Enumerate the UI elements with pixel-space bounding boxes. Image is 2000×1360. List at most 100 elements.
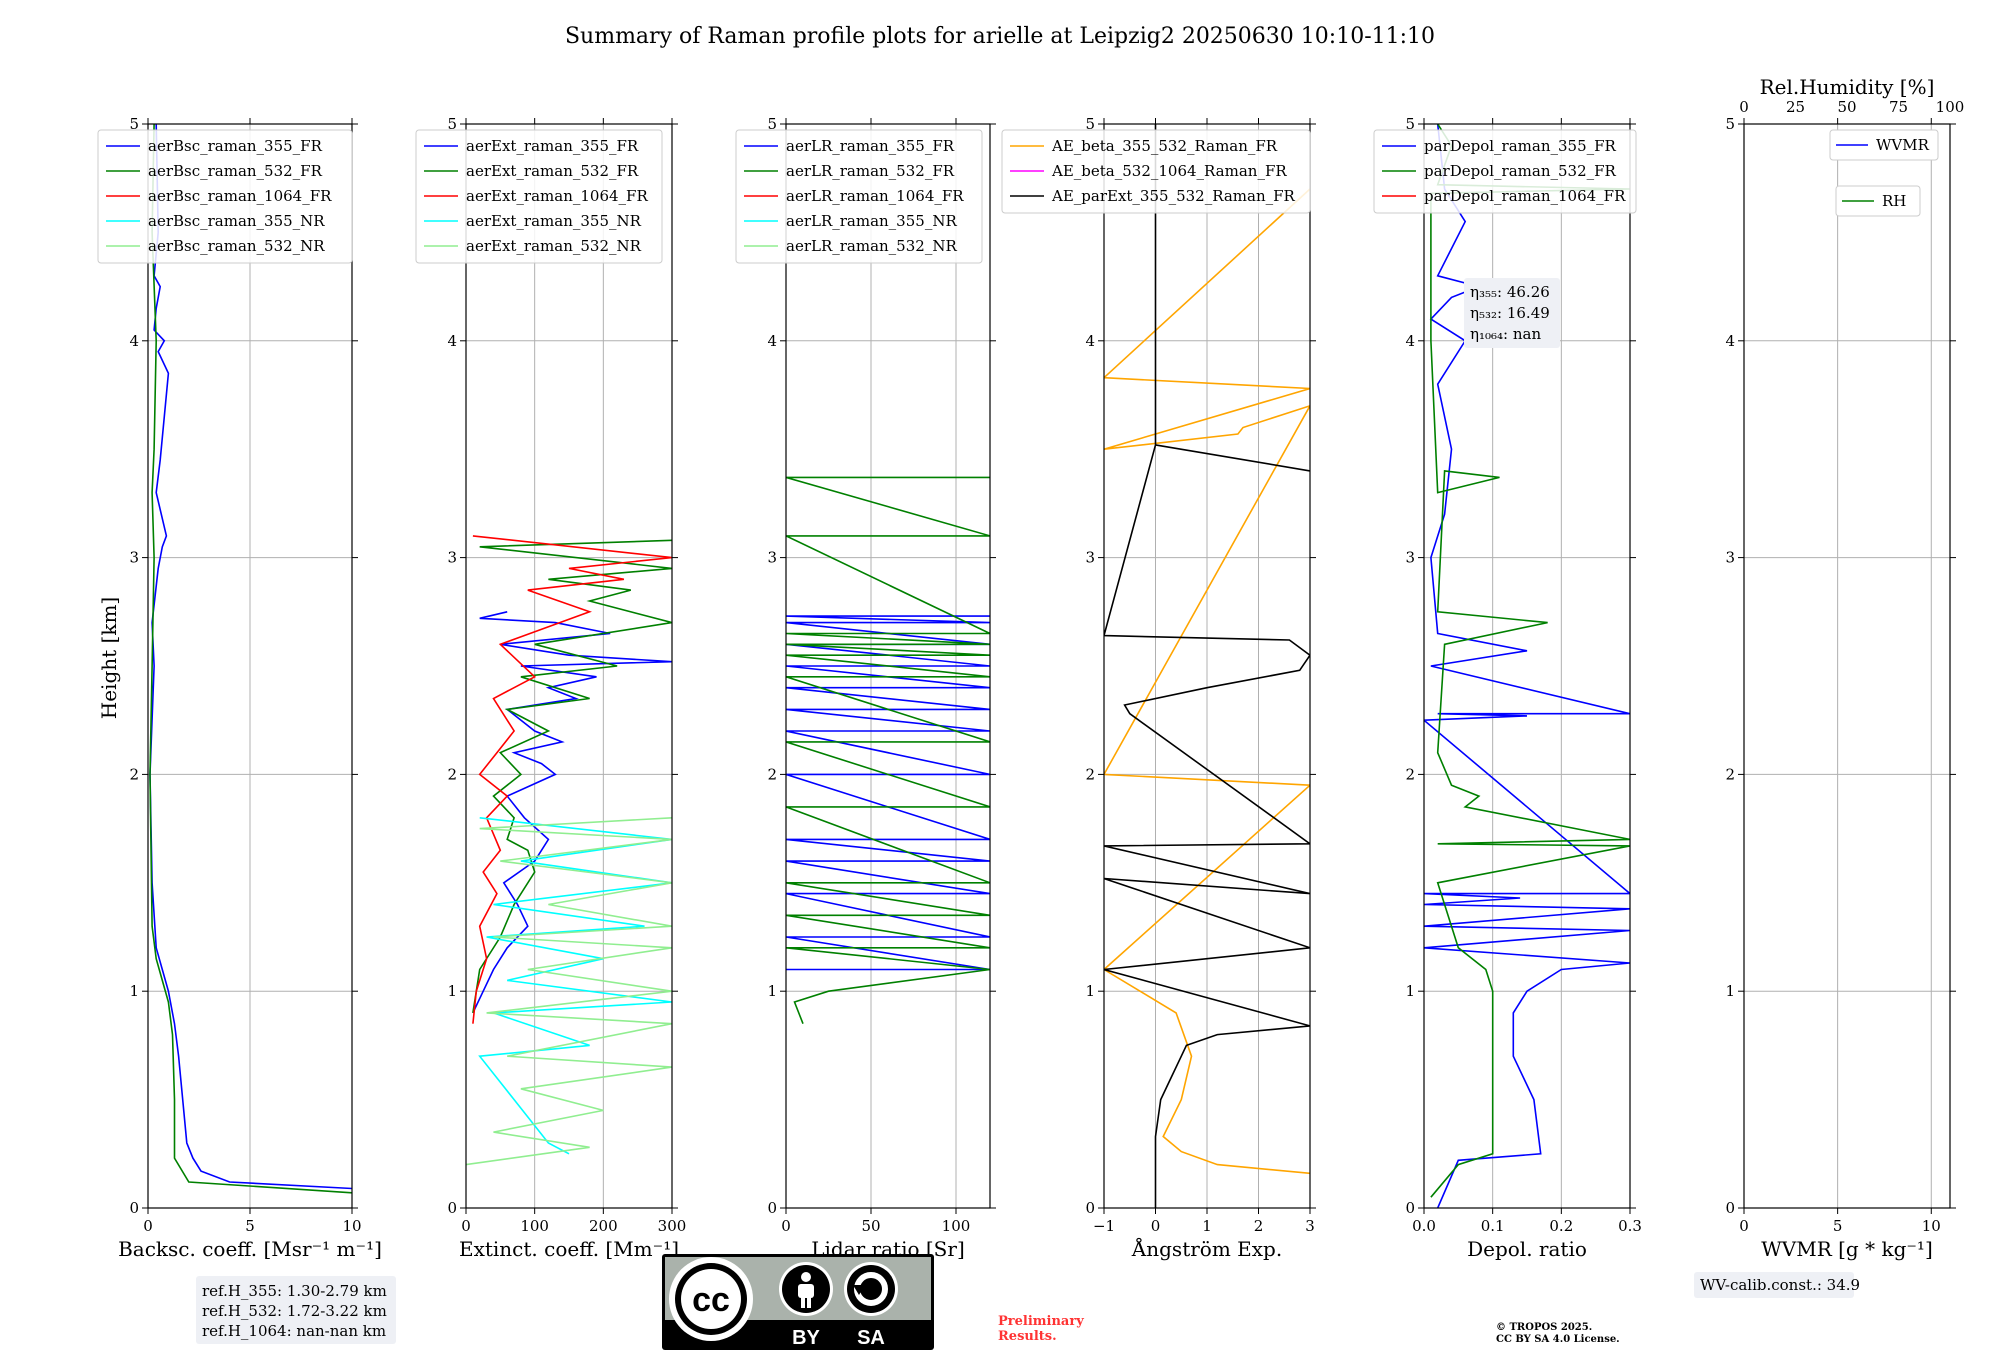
legend-label: AE_beta_355_532_Raman_FR bbox=[1051, 137, 1278, 155]
y-tick-label: 3 bbox=[1725, 549, 1735, 567]
legend-label: aerExt_raman_532_FR bbox=[466, 162, 639, 180]
y-tick-label: 5 bbox=[1405, 115, 1415, 133]
cc-by-sa-icon: cc BY SA bbox=[662, 1254, 934, 1350]
legend: aerLR_raman_355_FR aerLR_raman_532_FR aerL… bbox=[735, 129, 983, 264]
legend-label: aerLR_raman_532_FR bbox=[786, 162, 955, 180]
legend-rh: RH bbox=[1835, 185, 1921, 217]
legend-label: aerBsc_raman_532_FR bbox=[148, 162, 323, 180]
y-tick-label: 0 bbox=[767, 1199, 777, 1217]
panel-2: 0 100 200 300 0 1 2 3 4 5 Extinct. coeff. [Mm⁻¹] ae… bbox=[415, 115, 687, 1261]
y-tick-label: 0 bbox=[1405, 1199, 1415, 1217]
x-tick-label: 10 bbox=[342, 1217, 361, 1235]
y-tick-label: 1 bbox=[447, 982, 457, 1000]
y-tick-label: 0 bbox=[1085, 1199, 1095, 1217]
x-tick-label: 2 bbox=[1254, 1217, 1264, 1235]
legend: aerBsc_raman_355_FR aerBsc_raman_532_FRae… bbox=[97, 129, 353, 264]
x-tick-label: 10 bbox=[1922, 1217, 1941, 1235]
y-tick-label: 3 bbox=[129, 549, 139, 567]
legend-label: aerLR_raman_532_NR bbox=[786, 237, 957, 255]
y-tick-label: 2 bbox=[129, 765, 139, 783]
x2-axis-label: Rel.Humidity [%] bbox=[1760, 75, 1935, 99]
x-axis-label: Ångström Exp. bbox=[1131, 1236, 1282, 1261]
x-tick-label: 50 bbox=[861, 1217, 880, 1235]
series-line-aerExt_raman_1064_FR bbox=[472, 535, 672, 1024]
series-line-aerExt_raman_532_NR bbox=[466, 817, 672, 1166]
series-line-aerExt_raman_532_FR bbox=[472, 539, 672, 1014]
x-tick-label: 0 bbox=[143, 1217, 153, 1235]
y-tick-label: 4 bbox=[129, 332, 139, 350]
cc-badge-text: cc bbox=[692, 1281, 730, 1319]
x-tick-label: 0.3 bbox=[1618, 1217, 1642, 1235]
x-tick-label: 300 bbox=[658, 1217, 687, 1235]
legend-label: aerExt_raman_355_NR bbox=[466, 212, 642, 230]
legend-box bbox=[1373, 129, 1637, 214]
y-tick-label: 2 bbox=[767, 765, 777, 783]
x-axis-label: WVMR [g * kg⁻¹] bbox=[1761, 1237, 1933, 1261]
series-group bbox=[786, 476, 990, 1024]
y-tick-label: 1 bbox=[1405, 982, 1415, 1000]
legend-label: aerExt_raman_1064_FR bbox=[466, 187, 648, 205]
x2-tick-label: 50 bbox=[1837, 98, 1856, 116]
x-tick-label: 0 bbox=[1739, 1217, 1749, 1235]
y-tick-label: 1 bbox=[767, 982, 777, 1000]
y-axis-label: Height [km] bbox=[97, 597, 121, 719]
series-line-AE_parExt_355_532_Raman_FR bbox=[1104, 124, 1310, 1208]
legend-label: WVMR bbox=[1876, 136, 1930, 154]
ref-heights-box: ref.H_355: 1.30-2.79 km ref.H_532: 1.72-… bbox=[196, 1276, 396, 1344]
series-line-aerExt_raman_355_FR bbox=[472, 611, 672, 1014]
x-tick-label: 0 bbox=[1151, 1217, 1161, 1235]
series-line-aerBsc_raman_532_FR bbox=[149, 124, 352, 1194]
x-tick-label: 5 bbox=[1833, 1217, 1843, 1235]
annotation-line: η₅₃₂: 16.49 bbox=[1470, 304, 1550, 322]
legend-label: parDepol_raman_355_FR bbox=[1424, 137, 1617, 155]
series-line-aerBsc_raman_355_FR bbox=[149, 124, 352, 1190]
ref-height-355: ref.H_355: 1.30-2.79 km bbox=[202, 1282, 387, 1300]
legend-label: aerBsc_raman_1064_FR bbox=[148, 187, 332, 205]
series-group bbox=[1424, 124, 1630, 1208]
y-tick-label: 5 bbox=[1085, 115, 1095, 133]
x-tick-label: −1 bbox=[1093, 1217, 1115, 1235]
axes-frame bbox=[1423, 123, 1631, 1209]
wv-calib-box: WV-calib.const.: 34.9 bbox=[1694, 1272, 1860, 1298]
x-tick-label: 1 bbox=[1202, 1217, 1212, 1235]
series-group bbox=[149, 124, 352, 1194]
legend: aerExt_raman_355_FR aerExt_raman_532_FRae… bbox=[415, 129, 663, 264]
y-tick-label: 5 bbox=[1725, 115, 1735, 133]
panel-1: 0 5 10 0 1 2 3 4 5 Backsc. coeff. [Msr⁻¹ m⁻¹] aerB… bbox=[97, 115, 382, 1261]
y-tick-label: 2 bbox=[1405, 765, 1415, 783]
legend-label: aerBsc_raman_355_NR bbox=[148, 212, 325, 230]
legend-box bbox=[1001, 129, 1311, 214]
x-tick-label: 0.2 bbox=[1549, 1217, 1573, 1235]
y-tick-label: 3 bbox=[1085, 549, 1095, 567]
x-tick-label: 0.1 bbox=[1481, 1217, 1505, 1235]
legend-label: parDepol_raman_1064_FR bbox=[1424, 187, 1626, 205]
y-tick-label: 2 bbox=[447, 765, 457, 783]
x2-tick-label: 25 bbox=[1786, 98, 1805, 116]
series-line-aerLR_raman_532_FR bbox=[786, 476, 990, 1024]
series-line-parDepol_raman_532_FR bbox=[1430, 124, 1630, 1198]
legend-label: aerLR_raman_355_NR bbox=[786, 212, 957, 230]
figure-title: Summary of Raman profile plots for ariel… bbox=[565, 24, 1435, 49]
legend-label: AE_parExt_355_532_Raman_FR bbox=[1051, 187, 1296, 205]
copyright-line-1: © TROPOS 2025. bbox=[1496, 1322, 1592, 1333]
legend-label: AE_beta_532_1064_Raman_FR bbox=[1051, 162, 1287, 180]
ref-height-532: ref.H_532: 1.72-3.22 km bbox=[202, 1302, 387, 1320]
legend-box bbox=[1835, 185, 1921, 217]
series-line-AE_beta_355_532_Raman_FR bbox=[1104, 188, 1310, 1175]
legend-label: aerLR_raman_1064_FR bbox=[786, 187, 964, 205]
y-tick-label: 1 bbox=[129, 982, 139, 1000]
series-line-aerExt_raman_355_NR bbox=[478, 817, 672, 1155]
legend-label: aerLR_raman_355_FR bbox=[786, 137, 955, 155]
x-tick-label: 0 bbox=[781, 1217, 791, 1235]
legend-label: RH bbox=[1882, 192, 1906, 210]
legend-label: aerBsc_raman_532_NR bbox=[148, 237, 325, 255]
y-tick-label: 3 bbox=[1405, 549, 1415, 567]
preliminary-line-2: Results. bbox=[998, 1329, 1057, 1344]
ref-height-1064: ref.H_1064: nan-nan km bbox=[202, 1322, 386, 1340]
person-icon bbox=[779, 1262, 833, 1316]
y-tick-label: 0 bbox=[1725, 1199, 1735, 1217]
legend: AE_beta_355_532_Raman_FR AE_beta_532_1064… bbox=[1001, 129, 1311, 214]
x-tick-label: 0.0 bbox=[1412, 1217, 1436, 1235]
